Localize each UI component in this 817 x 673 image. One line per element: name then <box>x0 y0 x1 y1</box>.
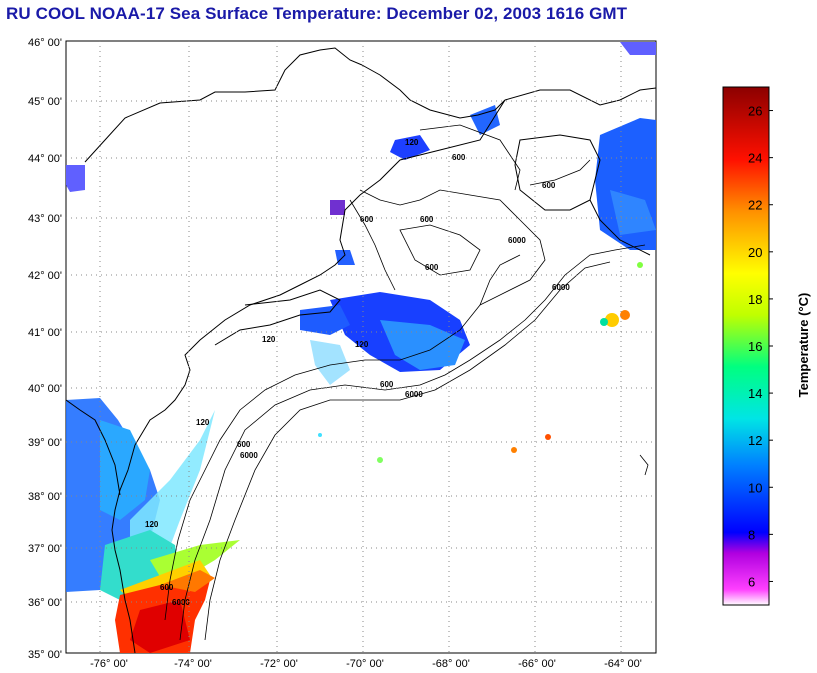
isobath-label: 6000 <box>405 390 423 399</box>
lat-label: 35° 00' <box>28 649 62 661</box>
isobaths <box>164 124 649 641</box>
lon-label: -76° 00' <box>90 658 128 670</box>
isobath-label: 6000 <box>552 283 570 292</box>
isobath-label: 600 <box>425 263 439 272</box>
lat-label: 39° 00' <box>28 437 62 449</box>
isobath-label: 600 <box>380 380 394 389</box>
colorbar-tick-label: 14 <box>748 386 762 401</box>
isobath-label: 600 <box>542 181 556 190</box>
colorbar-tick-label: 22 <box>748 198 762 213</box>
lat-label: 44° 00' <box>28 153 62 165</box>
lon-label: -74° 00' <box>174 658 212 670</box>
colorbar-tick-label: 20 <box>748 245 762 260</box>
map-title: RU COOL NOAA-17 Sea Surface Temperature:… <box>6 4 628 23</box>
graticule <box>66 41 656 653</box>
lon-label: -66° 00' <box>518 658 556 670</box>
colorbar-tick-label: 8 <box>748 527 755 542</box>
lat-label: 45° 00' <box>28 96 62 108</box>
lon-label: -68° 00' <box>432 658 470 670</box>
lat-label: 43° 00' <box>28 213 62 225</box>
coastline <box>66 47 656 653</box>
isobath-label: 600 <box>160 583 174 592</box>
colorbar-tick-label: 24 <box>748 151 762 166</box>
lat-label: 42° 00' <box>28 270 62 282</box>
isobath-label: 120 <box>405 138 419 147</box>
lon-label: -64° 00' <box>604 658 642 670</box>
isobath-label: 120 <box>196 418 210 427</box>
isobath-label: 600 <box>420 215 434 224</box>
lat-label: 41° 00' <box>28 327 62 339</box>
lat-label: 40° 00' <box>28 383 62 395</box>
lat-label: 46° 00' <box>28 37 62 49</box>
lat-label: 37° 00' <box>28 543 62 555</box>
colorbar-title: Temperature (°C) <box>796 293 811 398</box>
isobath-label: 120 <box>355 340 369 349</box>
colorbar-tick-label: 18 <box>748 292 762 307</box>
lon-label: -72° 00' <box>260 658 298 670</box>
colorbar-tick-label: 6 <box>748 574 755 589</box>
colorbar-ticks: 26 24 22 20 18 16 14 12 10 8 6 <box>748 104 773 589</box>
isobath-label: 600 <box>452 153 466 162</box>
isobath-label: 120 <box>262 335 276 344</box>
lat-label: 38° 00' <box>28 491 62 503</box>
colorbar-tick-label: 16 <box>748 339 762 354</box>
isobath-label: 600 <box>237 440 251 449</box>
colorbar-tick-label: 12 <box>748 433 762 448</box>
sst-data <box>66 42 656 653</box>
colorbar-tick-label: 10 <box>748 480 762 495</box>
lat-label: 36° 00' <box>28 597 62 609</box>
isobath-label: 6000 <box>508 236 526 245</box>
isobath-label: 600 <box>360 215 374 224</box>
colorbar-tick-label: 26 <box>748 104 762 119</box>
isobath-label: 120 <box>145 520 159 529</box>
colorbar: 26 24 22 20 18 16 14 12 10 8 6 Temperature (°C) <box>722 86 811 606</box>
colorbar-gradient <box>722 86 770 606</box>
lon-label: -70° 00' <box>346 658 384 670</box>
isobath-label: 6000 <box>240 451 258 460</box>
